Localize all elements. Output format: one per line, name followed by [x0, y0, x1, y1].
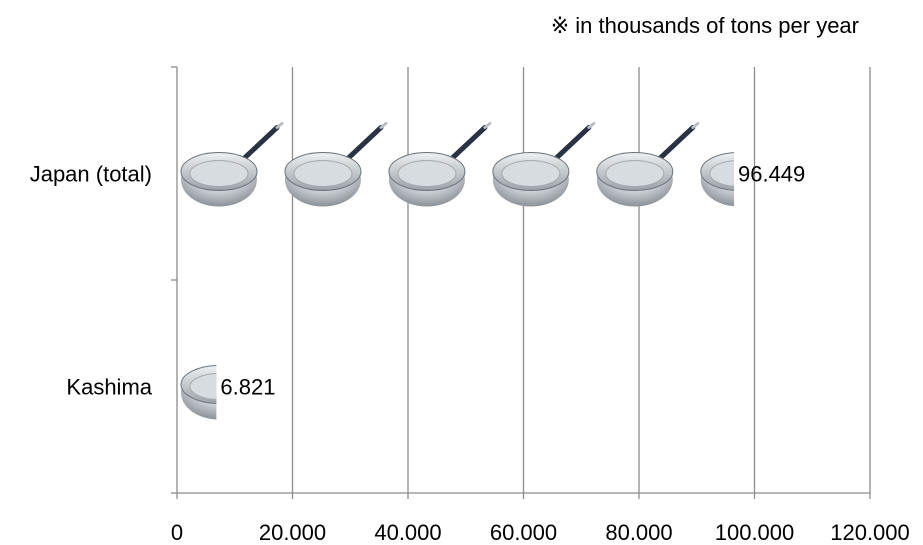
x-tick-label: 60.000: [490, 520, 557, 545]
x-tick-label: 100.000: [715, 520, 795, 545]
x-tick-label: 20.000: [259, 520, 326, 545]
grid: [291, 67, 871, 493]
axes: [171, 66, 871, 499]
data-label: 96.449: [738, 162, 805, 187]
pan-icon: [181, 124, 282, 207]
pan-icon: [389, 124, 490, 207]
category-label: Japan (total): [30, 162, 152, 187]
labels: 0 20.000 40.000 60.000 80.000 100.000 120.000 J…: [30, 162, 910, 545]
x-tick-label: 80.000: [605, 520, 672, 545]
pan-icon: [597, 124, 698, 207]
bar: [181, 124, 802, 207]
pan-icon: [493, 124, 594, 207]
pan-icon: [285, 124, 386, 207]
category-label: Kashima: [66, 375, 152, 400]
x-tick-label: 0: [171, 520, 183, 545]
chart-note: ※ in thousands of tons per year: [551, 13, 859, 38]
x-tick-label: 120.000: [830, 520, 910, 545]
x-tick-label: 40.000: [374, 520, 441, 545]
data-label: 6.821: [220, 375, 275, 400]
